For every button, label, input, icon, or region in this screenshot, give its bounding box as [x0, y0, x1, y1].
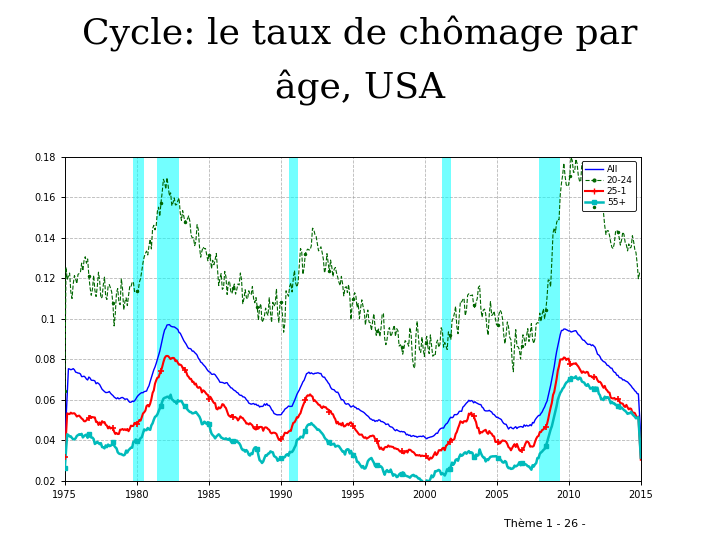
Bar	[539, 157, 560, 481]
Text: Cycle: le taux de chômage par: Cycle: le taux de chômage par	[82, 16, 638, 52]
Bar	[442, 157, 451, 481]
Bar	[157, 157, 179, 481]
Text: âge, USA: âge, USA	[275, 70, 445, 106]
Bar	[133, 157, 144, 481]
Legend: All, 20-24, 25-1, 55+: All, 20-24, 25-1, 55+	[582, 161, 636, 211]
Bar	[289, 157, 298, 481]
Text: Thème 1 - 26 -: Thème 1 - 26 -	[504, 519, 585, 529]
